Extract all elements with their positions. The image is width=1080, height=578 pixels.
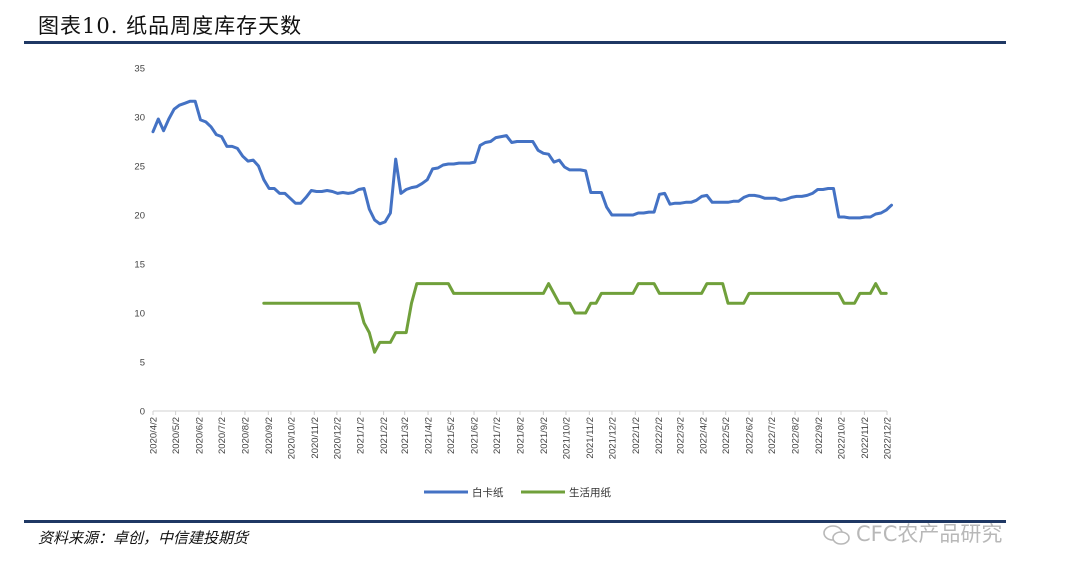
x-tick-label: 2021/12/2 (607, 417, 618, 459)
watermark-text: CFC农产品研究 (856, 522, 1003, 546)
x-tick-label: 2021/2/2 (379, 417, 390, 454)
x-tick-label: 2020/10/2 (286, 417, 297, 459)
x-tick-label: 2022/6/2 (745, 417, 756, 454)
x-tick-label: 2022/8/2 (791, 417, 802, 454)
y-tick-label: 35 (134, 64, 145, 75)
x-tick-label: 2022/3/2 (675, 417, 686, 454)
y-tick-label: 20 (134, 211, 145, 222)
source-note: 资料来源：卓创，中信建投期货 (38, 529, 249, 547)
x-tick-label: 2022/5/2 (721, 417, 732, 454)
x-tick-label: 2020/11/2 (310, 417, 321, 459)
series-line-1 (151, 99, 893, 226)
x-tick-label: 2022/2/2 (654, 417, 665, 454)
y-tick-label: 15 (134, 260, 145, 271)
x-tick-label: 2021/1/2 (356, 417, 367, 454)
x-tick-label: 2020/8/2 (240, 417, 251, 454)
figure-title: 图表10. 纸品周度库存天数 (38, 14, 303, 38)
y-tick-label: 5 (140, 358, 145, 369)
x-tick-label: 2020/12/2 (332, 417, 343, 459)
x-tick-label: 2021/11/2 (585, 417, 596, 459)
x-tick-label: 2022/10/2 (837, 417, 848, 459)
series-layer (151, 99, 893, 354)
x-tick-label: 2021/9/2 (539, 417, 550, 454)
footer-rule (24, 520, 1006, 523)
x-tick-label: 2022/4/2 (699, 417, 710, 454)
x-tick-label: 2022/7/2 (767, 417, 778, 454)
x-tick-label: 2021/7/2 (492, 417, 503, 454)
x-tick-label: 2021/3/2 (400, 417, 411, 454)
title-rule (24, 41, 1006, 44)
x-tick-label: 2020/4/2 (149, 417, 160, 454)
x-tick-label: 2022/1/2 (631, 417, 642, 454)
x-tick-label: 2022/11/2 (860, 417, 871, 459)
legend: 白卡纸 生活用纸 (424, 486, 611, 499)
watermark: CFC农产品研究 (822, 518, 1002, 548)
series-line-2 (262, 282, 888, 354)
y-tick-label: 0 (140, 407, 145, 418)
x-tick-label: 2020/5/2 (171, 417, 182, 454)
x-axis: 2020/4/2 2020/5/2 2020/6/2 2020/7/2 2020/8/2… (149, 411, 894, 459)
x-tick-label: 2021/8/2 (516, 417, 527, 454)
x-tick-label: 2021/4/2 (424, 417, 435, 454)
legend-label: 生活用纸 (569, 486, 611, 499)
y-tick-label: 30 (134, 113, 145, 124)
legend-label: 白卡纸 (472, 486, 504, 499)
x-tick-label: 2022/9/2 (814, 417, 825, 454)
x-tick-label: 2021/6/2 (470, 417, 481, 454)
x-tick-label: 2020/9/2 (264, 417, 275, 454)
y-tick-label: 10 (134, 309, 145, 320)
x-tick-label: 2022/12/2 (883, 417, 894, 459)
y-axis: 0 5 10 15 20 25 30 35 (134, 64, 145, 418)
x-tick-label: 2020/6/2 (194, 417, 205, 454)
x-tick-label: 2021/10/2 (561, 417, 572, 459)
x-tick-label: 2020/7/2 (217, 417, 228, 454)
y-tick-label: 25 (134, 162, 145, 173)
wechat-icon (823, 525, 850, 545)
x-tick-label: 2021/5/2 (446, 417, 457, 454)
